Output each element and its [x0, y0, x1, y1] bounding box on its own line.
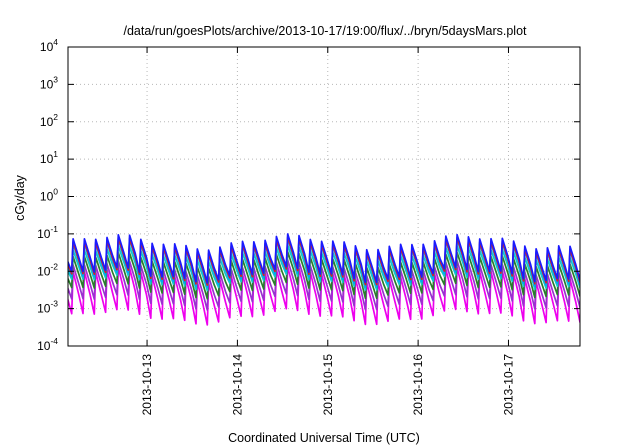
series-line — [68, 233, 580, 284]
y-tick-label: 103 — [40, 74, 58, 91]
grid-lines — [68, 47, 580, 346]
y-tick-label: 10-2 — [37, 261, 58, 278]
x-axis-label: Coordinated Universal Time (UTC) — [228, 431, 420, 445]
x-tick-label: 2013-10-17 — [501, 354, 515, 416]
x-tick-label: 2013-10-16 — [411, 354, 425, 416]
y-axis-label: cGy/day — [13, 174, 27, 221]
y-tick-label: 10-3 — [37, 299, 58, 316]
y-tick-label: 10-4 — [37, 336, 58, 353]
series-lines — [68, 233, 580, 326]
y-tick-label: 100 — [40, 187, 58, 204]
chart-title: /data/run/goesPlots/archive/2013-10-17/1… — [123, 24, 527, 38]
y-tick-labels: 10-4 10-3 10-2 10-1 100 101 102 103 104 — [37, 37, 58, 353]
y-tick-label: 101 — [40, 149, 58, 166]
y-tick-label: 104 — [40, 37, 58, 54]
x-tick-label: 2013-10-13 — [140, 354, 154, 416]
y-tick-label: 10-1 — [37, 224, 58, 241]
x-tick-labels: 2013-10-13 2013-10-14 2013-10-15 2013-10-16… — [140, 354, 515, 416]
axis-ticks — [68, 46, 580, 347]
x-tick-label: 2013-10-14 — [230, 354, 244, 416]
y-tick-label: 102 — [40, 112, 58, 129]
x-tick-label: 2013-10-15 — [321, 354, 335, 416]
